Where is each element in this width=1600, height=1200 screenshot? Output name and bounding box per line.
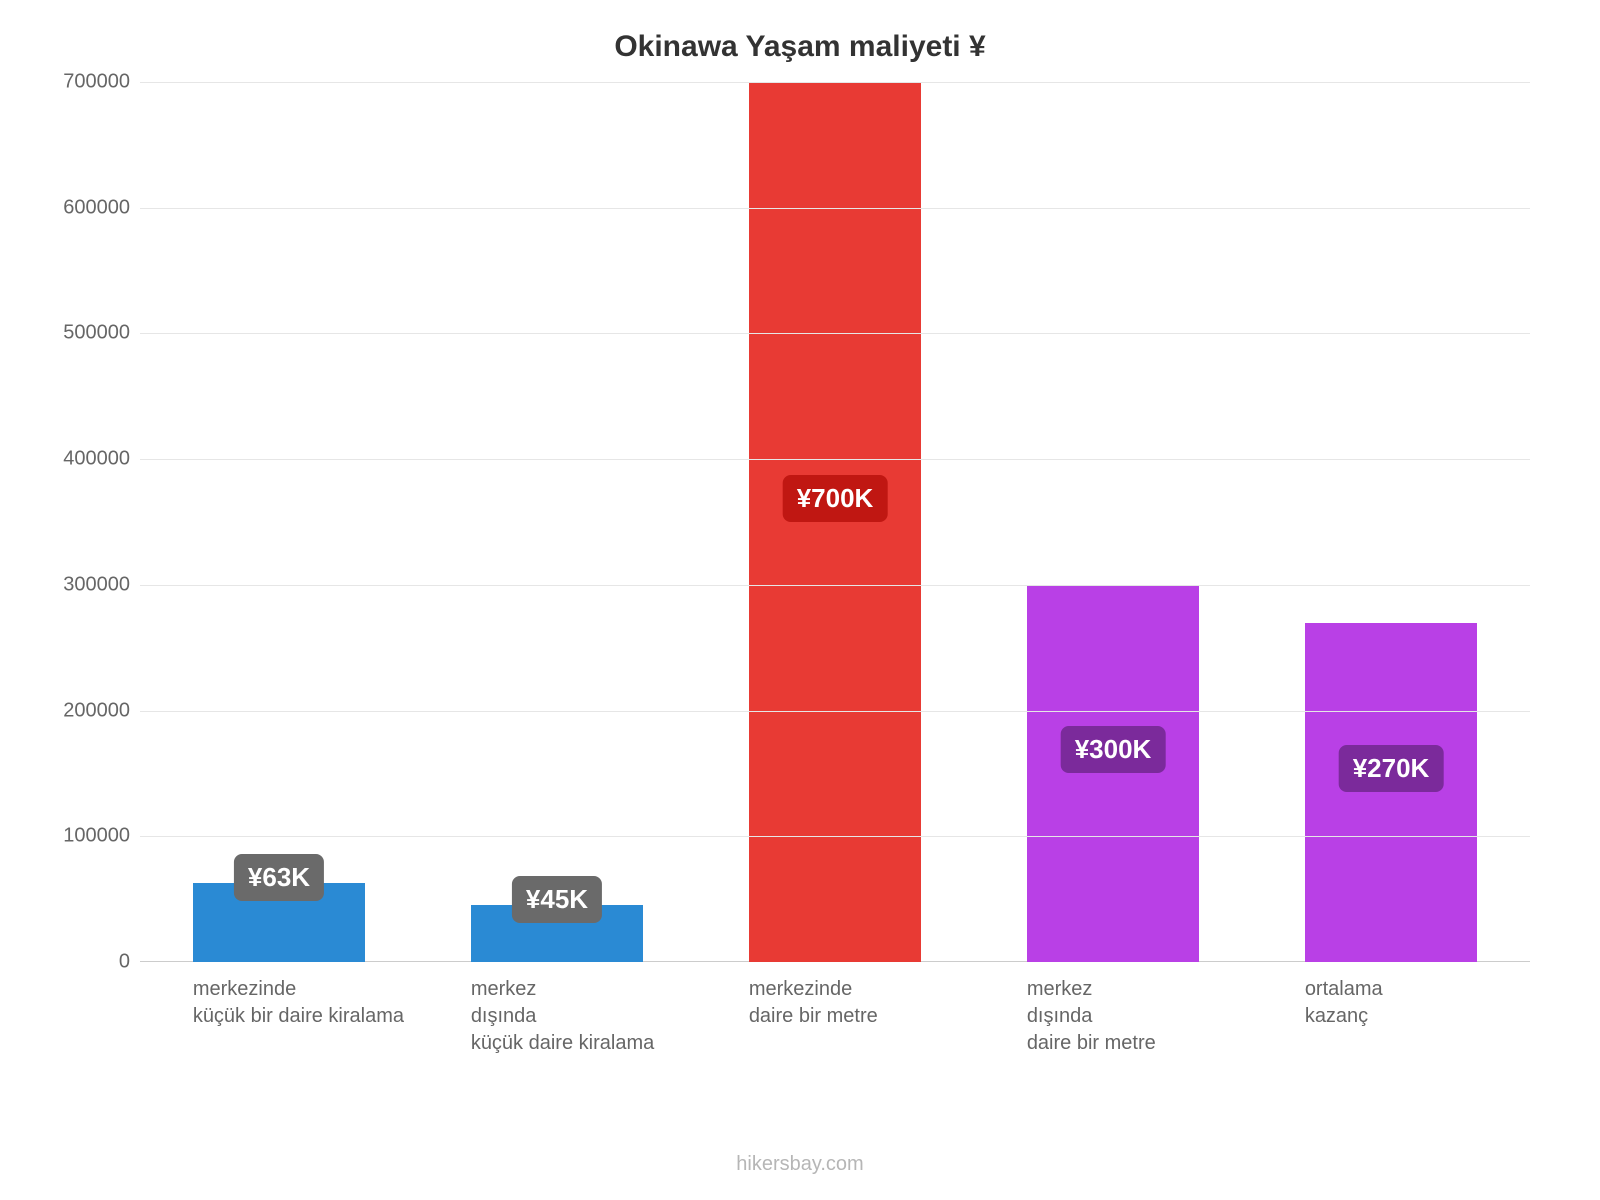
y-tick-label: 100000 — [40, 825, 130, 848]
cost-of-living-chart: Okinawa Yaşam maliyeti ¥ ¥63K ¥45K ¥700K ¥3… — [0, 0, 1600, 1200]
y-tick-label: 700000 — [40, 71, 130, 94]
bar-slot: ¥45K — [418, 82, 696, 962]
bar-value-badge: ¥300K — [1061, 726, 1166, 773]
y-tick-label: 600000 — [40, 196, 130, 219]
x-axis-label: merkezinde daire bir metre — [749, 976, 1027, 1030]
bar-value-badge: ¥63K — [234, 854, 324, 901]
x-axis-label: merkezinde küçük bir daire kiralama — [193, 976, 471, 1030]
bar-slot: ¥300K — [974, 82, 1252, 962]
bar-value-badge: ¥700K — [783, 475, 888, 522]
y-gridline — [140, 585, 1530, 586]
bar-slot: ¥700K — [696, 82, 974, 962]
y-tick-label: 500000 — [40, 322, 130, 345]
chart-bars-container: ¥63K ¥45K ¥700K ¥300K ¥270K — [140, 82, 1530, 962]
y-gridline — [140, 82, 1530, 83]
chart-plot-area: ¥63K¥45K¥700K¥300K¥270K 0100000200000300… — [140, 82, 1530, 962]
y-gridline — [140, 208, 1530, 209]
bar-slot: ¥270K — [1252, 82, 1530, 962]
y-gridline — [140, 459, 1530, 460]
y-tick-label: 0 — [40, 951, 130, 974]
x-axis-label: merkez dışında daire bir metre — [1027, 976, 1305, 1057]
x-axis-label: merkez dışında küçük daire kiralama — [471, 976, 749, 1057]
y-tick-label: 300000 — [40, 573, 130, 596]
bar-slot: ¥63K — [140, 82, 418, 962]
y-gridline — [140, 836, 1530, 837]
x-axis-label: ortalama kazanç — [1305, 976, 1583, 1030]
chart-title: Okinawa Yaşam maliyeti ¥ — [40, 30, 1560, 64]
bar-value-badge: ¥45K — [512, 876, 602, 923]
bar-value-badge: ¥270K — [1339, 745, 1444, 792]
y-tick-label: 200000 — [40, 699, 130, 722]
bar — [749, 82, 921, 962]
y-gridline — [140, 333, 1530, 334]
y-gridline — [140, 711, 1530, 712]
chart-x-labels: merkezinde küçük bir daire kiralamamerke… — [140, 962, 1530, 1102]
chart-attribution: hikersbay.com — [0, 1153, 1600, 1176]
y-tick-label: 400000 — [40, 448, 130, 471]
